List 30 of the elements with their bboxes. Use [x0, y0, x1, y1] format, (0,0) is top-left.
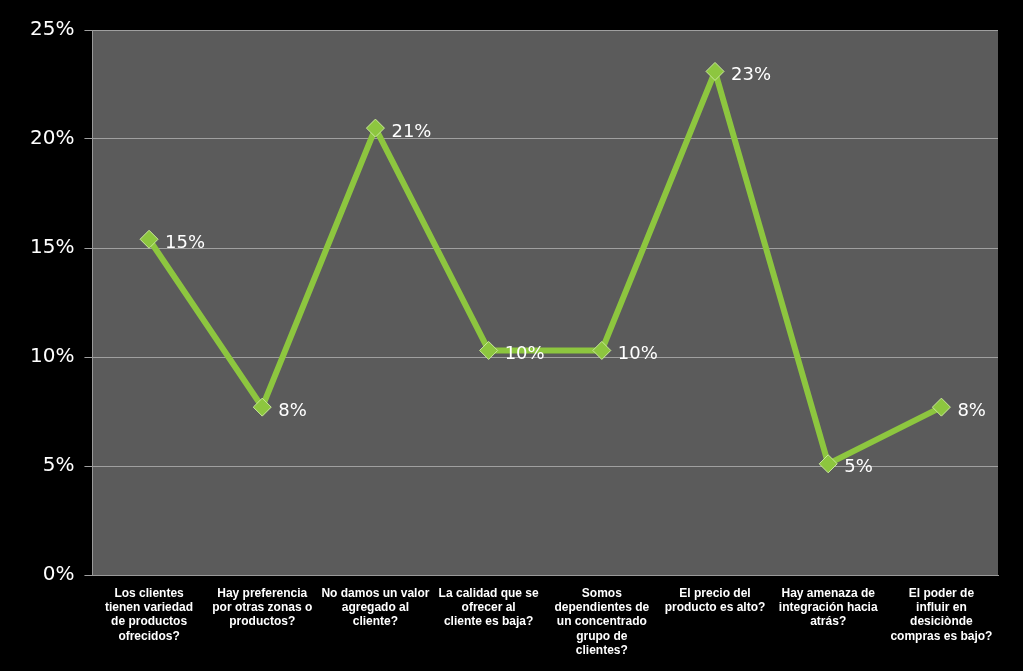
data-label: 10%	[617, 342, 658, 364]
point	[931, 397, 951, 417]
point	[252, 397, 272, 417]
x-tick-label: El precio del producto es alto?	[664, 585, 766, 614]
x-tick-label: Somos dependientes de un concentrado grupo de clientes?	[554, 585, 650, 658]
data-label: 23%	[731, 63, 772, 85]
x-tick-label: No damos un valor agregado al cliente?	[321, 585, 430, 629]
point	[479, 340, 499, 360]
y-tick-label: 25%	[30, 16, 75, 41]
y-tick-label: 15%	[30, 234, 75, 259]
y-tick-label: 5%	[42, 452, 75, 477]
y-tick-label: 20%	[30, 125, 75, 150]
data-label: 15%	[165, 230, 206, 252]
point	[592, 340, 612, 360]
x-tick-label: Hay amenaza de integración hacia atrás?	[778, 585, 878, 629]
data-label: 5%	[844, 455, 873, 477]
data-label: 8%	[957, 398, 986, 420]
x-tick-label: La calidad que se ofrecer al cliente es baja?	[438, 585, 539, 629]
data-label: 8%	[278, 398, 307, 420]
x-tick-label: El poder de influir en desiciònde compras es bajo?	[890, 585, 993, 643]
point	[365, 118, 385, 138]
y-tick-label: 0%	[42, 561, 75, 586]
x-tick-label: Los clientes tienen variedad de productos ofrecidos?	[105, 585, 194, 643]
point	[139, 229, 159, 249]
y-tick-label: 10%	[30, 343, 75, 368]
x-tick-label: Hay preferencia por otras zonas o productos?	[212, 585, 313, 629]
point	[818, 454, 838, 474]
data-label: 21%	[391, 119, 432, 141]
point	[705, 61, 725, 81]
data-label: 10%	[504, 342, 545, 364]
